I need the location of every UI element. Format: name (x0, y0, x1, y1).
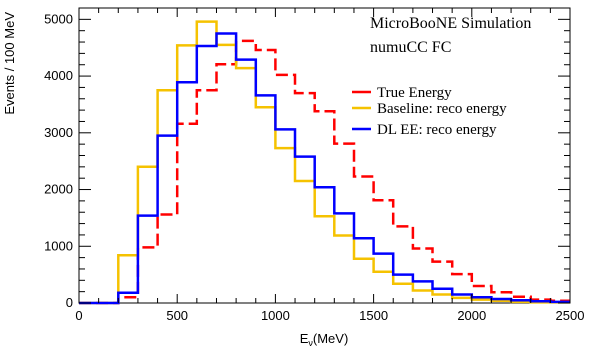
y-tick-label: 2000 (44, 182, 73, 197)
y-tick-label: 3000 (44, 125, 73, 140)
legend-label-dl-ee: DL EE: reco energy (377, 122, 497, 138)
x-tick-label: 2500 (556, 308, 585, 323)
x-tick-label: 2000 (457, 308, 486, 323)
y-tick-label: 1000 (44, 238, 73, 253)
series-layer (79, 20, 570, 305)
y-tick-label: 4000 (44, 68, 73, 83)
plot-frame (78, 7, 571, 304)
legend-label-true-energy: True Energy (377, 85, 452, 101)
x-tick-label: 0 (75, 308, 82, 323)
y-tick-label: 5000 (44, 11, 73, 26)
y-axis-title: Events / 100 MeV (2, 12, 17, 115)
y-tick-label: 0 (66, 295, 73, 310)
x-tick-label: 1000 (261, 308, 290, 323)
series-line-1 (79, 20, 570, 305)
legend: True Energy Baseline: reco energy DL EE:… (352, 85, 507, 138)
x-axis-title-subscript: ν (308, 338, 313, 348)
x-tick-label: 1500 (359, 308, 388, 323)
annotation-line-2: numuCC FC (370, 39, 451, 56)
x-axis-title: Eν(MeV) (300, 331, 349, 348)
axis-layer: 0 500 1000 1500 2000 2500 0 1000 2000 3000 4000 500… (44, 7, 585, 323)
legend-label-baseline: Baseline: reco energy (377, 101, 507, 117)
x-tick-label: 500 (166, 308, 188, 323)
annotation-line-1: MicroBooNE Simulation (370, 15, 531, 32)
x-axis-title-symbol: E (300, 331, 309, 346)
series-line-0 (79, 39, 570, 305)
series-line-2 (79, 32, 570, 305)
x-axis-title-unit: (MeV) (313, 331, 348, 346)
